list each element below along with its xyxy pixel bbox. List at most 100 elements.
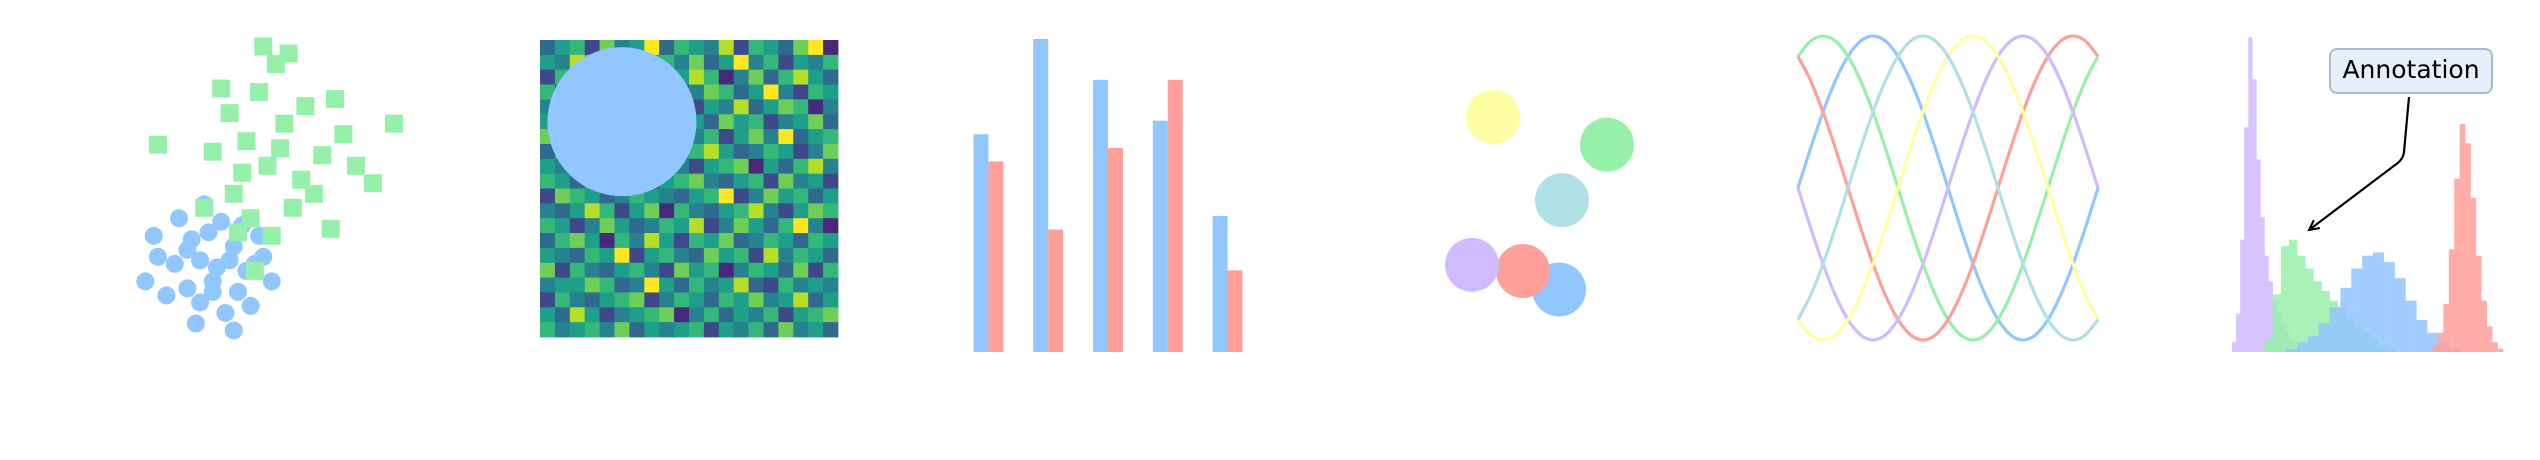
heatmap-cell	[808, 292, 824, 308]
heatmap-cell	[778, 322, 794, 338]
heatmap-cell	[703, 307, 720, 323]
heatmap-cell	[554, 262, 571, 278]
scatter-square	[279, 44, 298, 63]
heatmap-cell	[823, 173, 839, 189]
heatmap-cell	[808, 322, 824, 338]
heatmap-cell	[778, 99, 794, 115]
heatmap-cell	[778, 158, 794, 175]
heatmap-cell	[793, 188, 809, 204]
heatmap-cell	[703, 247, 720, 264]
heatmap-cell	[793, 99, 809, 115]
heatmap-cell	[748, 322, 764, 338]
heatmap-cell	[554, 54, 571, 71]
heatmap-cell	[823, 233, 839, 249]
heatmap-cell	[703, 99, 720, 115]
scatter-point	[191, 251, 210, 270]
scatter-square	[258, 156, 277, 175]
heatmap-cell	[674, 307, 690, 323]
heatmap-cell	[554, 188, 571, 204]
histogram-bar	[2236, 313, 2241, 352]
heatmap-cell	[584, 262, 600, 278]
heatmap-cell	[748, 129, 764, 145]
heatmap-cell	[748, 40, 764, 56]
histogram-bar	[2492, 342, 2498, 352]
scatter-square	[148, 135, 167, 154]
heatmap-cell	[703, 322, 720, 338]
heatmap-cell	[689, 277, 705, 293]
heatmap-cell	[763, 40, 779, 56]
heatmap-cell	[689, 218, 705, 234]
histogram-bar	[2340, 287, 2352, 352]
heatmap-cell	[674, 173, 690, 189]
heatmap-cell	[748, 69, 764, 85]
histogram-bar	[2362, 255, 2374, 352]
heatmap-cell	[689, 143, 705, 160]
heatmap-cell	[793, 247, 809, 264]
heatmap-cell	[748, 143, 764, 160]
heatmap-cell	[763, 54, 779, 71]
histogram-bar	[2297, 255, 2306, 352]
heatmap-cell	[703, 143, 720, 160]
histogram-bar	[2260, 217, 2265, 352]
heatmap-cell	[569, 40, 586, 56]
heatmap-cell	[629, 218, 645, 234]
heatmap-cell	[748, 188, 764, 204]
heatmap-cell	[763, 203, 779, 219]
heatmap-cell	[733, 233, 749, 249]
circle-patch	[1445, 237, 1499, 292]
histogram-bar	[2305, 268, 2314, 352]
heatmap-cell	[644, 247, 660, 264]
heatmap-cell	[793, 173, 809, 189]
heatmap-cell	[569, 262, 586, 278]
heatmap-cell	[689, 247, 705, 264]
heatmap-cell	[793, 54, 809, 71]
heatmap-cell	[793, 69, 809, 85]
heatmap-cell	[584, 292, 600, 308]
scatter-square	[229, 223, 247, 242]
heatmap-cell	[584, 218, 600, 234]
bar	[1227, 270, 1243, 352]
annotation-arrow	[2309, 96, 2411, 230]
heatmap-cell	[689, 188, 705, 204]
heatmap-cell	[748, 173, 764, 189]
heatmap-cell	[659, 233, 675, 249]
heatmap-cell	[689, 40, 705, 56]
histogram-bar	[2252, 79, 2257, 353]
heatmap-cell	[584, 203, 600, 219]
heatmap-cell	[733, 40, 749, 56]
scatter-point	[165, 254, 184, 273]
heatmap-cell	[644, 292, 660, 308]
histogram-bar	[2248, 37, 2253, 353]
circle-patch	[1580, 117, 1634, 172]
heatmap-cell	[689, 307, 705, 323]
heatmap-cell	[808, 233, 824, 249]
heatmap-cell	[763, 173, 779, 189]
heatmap-cell	[703, 114, 720, 130]
heatmap-cell	[614, 307, 630, 323]
heatmap-cell	[718, 247, 735, 264]
heatmap-cell	[778, 69, 794, 85]
histogram-bar	[2416, 319, 2428, 352]
histogram-bar	[2307, 335, 2320, 352]
heatmap-cell	[569, 218, 586, 234]
heatmap-cell	[733, 129, 749, 145]
heatmap-cell	[763, 158, 779, 175]
heatmap-cell	[689, 69, 705, 85]
heatmap-cell	[569, 188, 586, 204]
heatmap-cell	[823, 54, 839, 71]
heatmap-cell	[763, 143, 779, 160]
heatmap-cell	[808, 158, 824, 175]
line	[1796, 34, 2100, 342]
heatmap-cell	[644, 218, 660, 234]
heatmap-cell	[763, 277, 779, 293]
histogram-bar	[2454, 178, 2460, 352]
heatmap-cell	[823, 129, 839, 145]
heatmap-cell	[659, 203, 675, 219]
circle-patch	[1535, 173, 1589, 228]
histogram-bar	[2448, 249, 2455, 352]
heatmap-cell	[703, 54, 720, 71]
heatmap-cell	[763, 247, 779, 264]
heatmap-cell	[703, 40, 720, 56]
heatmap-cell	[703, 158, 720, 175]
heatmap-cell	[748, 158, 764, 175]
